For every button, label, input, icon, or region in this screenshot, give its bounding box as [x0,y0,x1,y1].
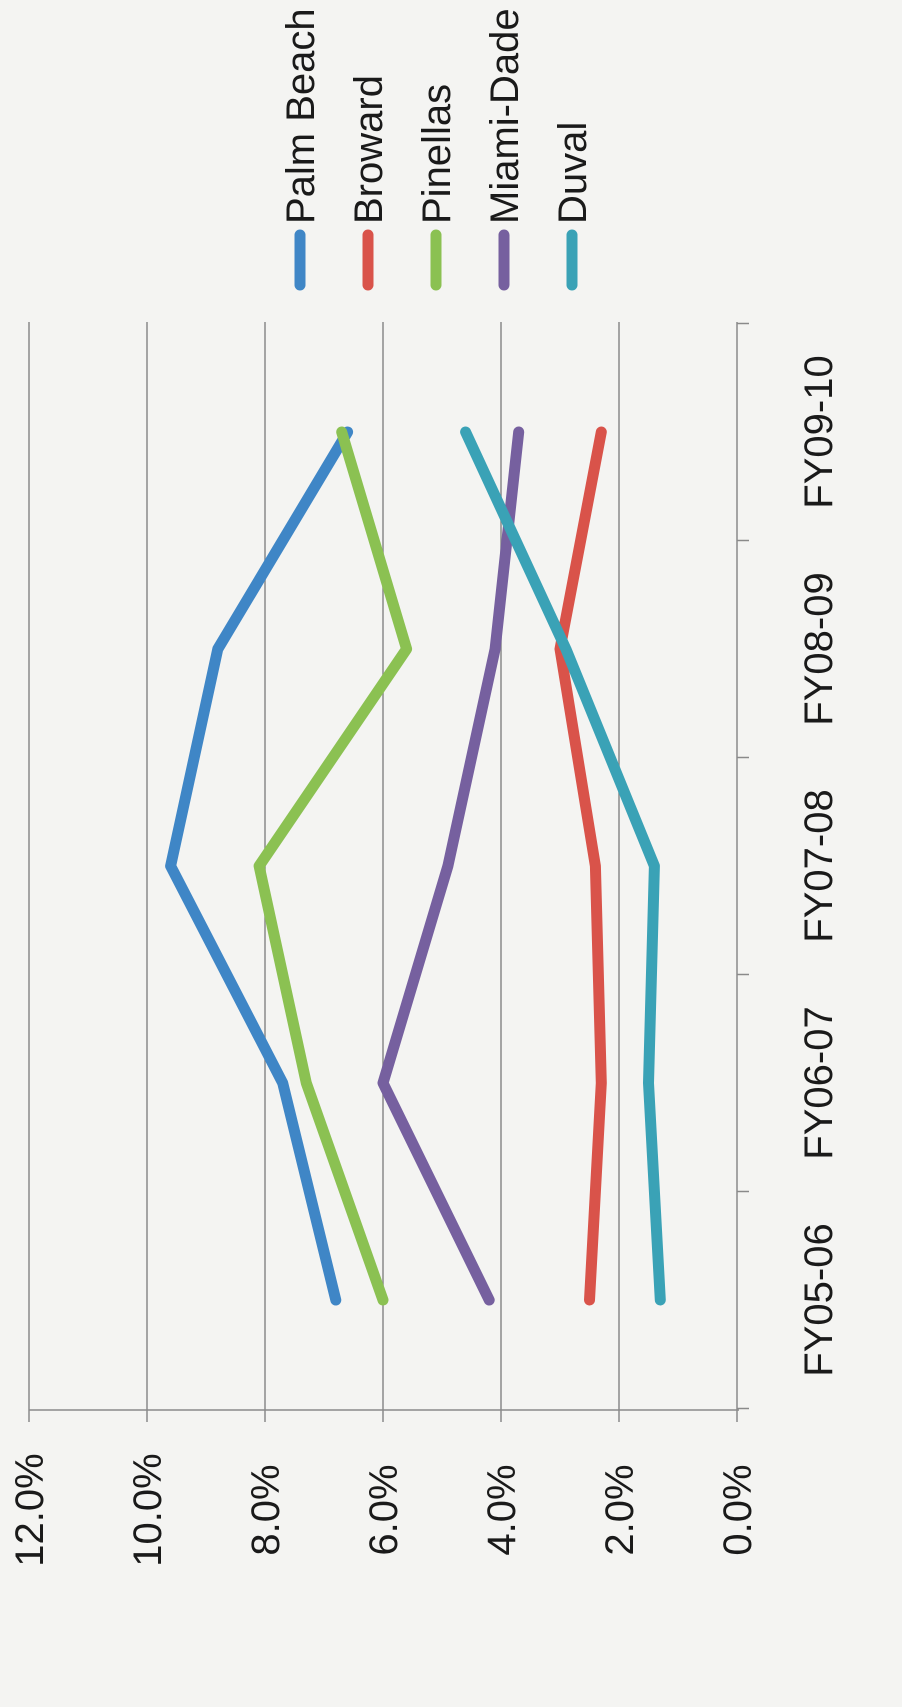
legend-label: Duval [551,122,595,224]
series-line-palm-beach [165,426,354,1306]
y-tick-label: 12.0% [8,1453,52,1566]
series-line-duval [460,426,666,1306]
series-line-miami-dade [377,426,525,1306]
legend-label: Broward [347,75,391,224]
x-tick-label: FY05-06 [797,1223,841,1376]
series-line-pinellas [253,426,413,1306]
x-tick-label: FY09-10 [797,355,841,508]
y-tick-label: 10.0% [126,1453,170,1566]
x-tick-label: FY08-09 [797,572,841,725]
y-tick-label: 6.0% [362,1464,406,1555]
y-tick-label: 2.0% [598,1464,642,1555]
series-line-broward [554,426,607,1306]
y-tick-label: 8.0% [244,1464,288,1555]
legend-label: Palm Beach [279,8,323,224]
plot-area [28,322,749,1422]
legend: Palm Beach Broward Pinellas Miami-Dade Duval [279,8,595,291]
legend-label: Pinellas [415,84,459,224]
x-tick-label: FY07-08 [797,789,841,942]
series-lines [165,426,666,1306]
y-tick-label: 0.0% [716,1464,760,1555]
y-axis-tick-labels: 0.0% 2.0% 4.0% 6.0% 8.0% 10.0% 12.0% [8,1453,760,1566]
legend-label: Miami-Dade [483,8,527,224]
x-axis-tick-labels: FY05-06 FY06-07 FY07-08 FY08-09 FY09-10 [797,355,841,1376]
x-tick-label: FY06-07 [797,1006,841,1159]
y-tick-label: 4.0% [480,1464,524,1555]
x-axis [28,322,749,1422]
